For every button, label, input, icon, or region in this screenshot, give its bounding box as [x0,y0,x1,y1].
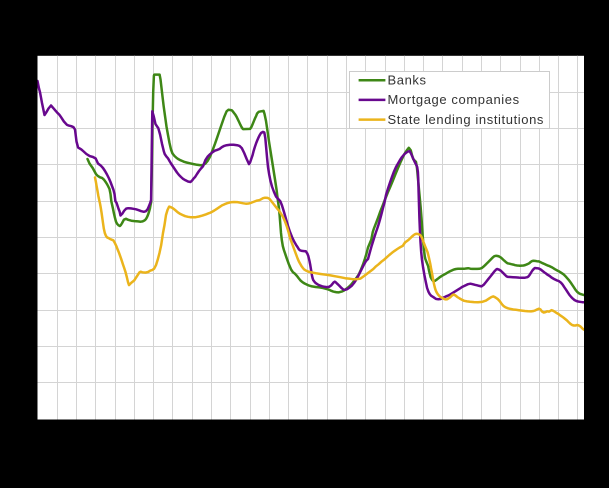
svg-text:State lending institutions: State lending institutions [388,112,545,127]
svg-text:Mortgage companies: Mortgage companies [388,92,520,107]
svg-text:Banks: Banks [388,73,427,88]
